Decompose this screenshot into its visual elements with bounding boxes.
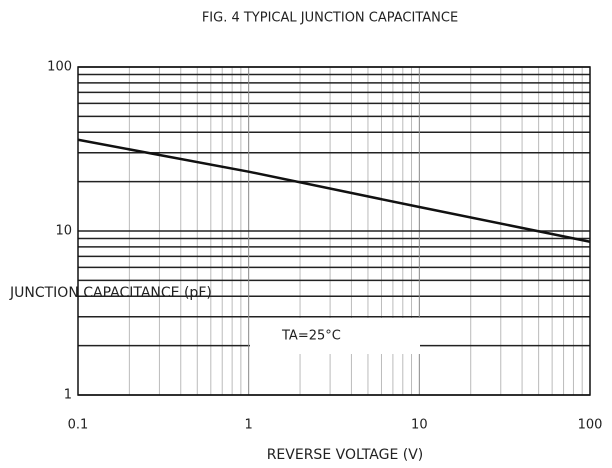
- x-tick-label: 1: [245, 418, 253, 433]
- plot-frame: [77, 66, 591, 396]
- y-tick-label: 1: [64, 388, 72, 403]
- y-tick-label: 100: [47, 60, 72, 75]
- annotation: TA=25°C: [281, 329, 341, 344]
- x-tick-label: 0.1: [68, 418, 89, 433]
- x-axis-label: REVERSE VOLTAGE (V): [267, 447, 424, 463]
- annotation-background: [250, 318, 420, 354]
- data-line: [77, 138, 591, 243]
- chart-title: FIG. 4 TYPICAL JUNCTION CAPACITANCE: [202, 11, 458, 26]
- y-axis-label: JUNCTION CAPACITANCE (pF): [9, 285, 212, 301]
- x-tick-label: 100: [578, 418, 603, 433]
- x-tick-label: 10: [411, 418, 428, 433]
- y-tick-label: 10: [55, 224, 72, 239]
